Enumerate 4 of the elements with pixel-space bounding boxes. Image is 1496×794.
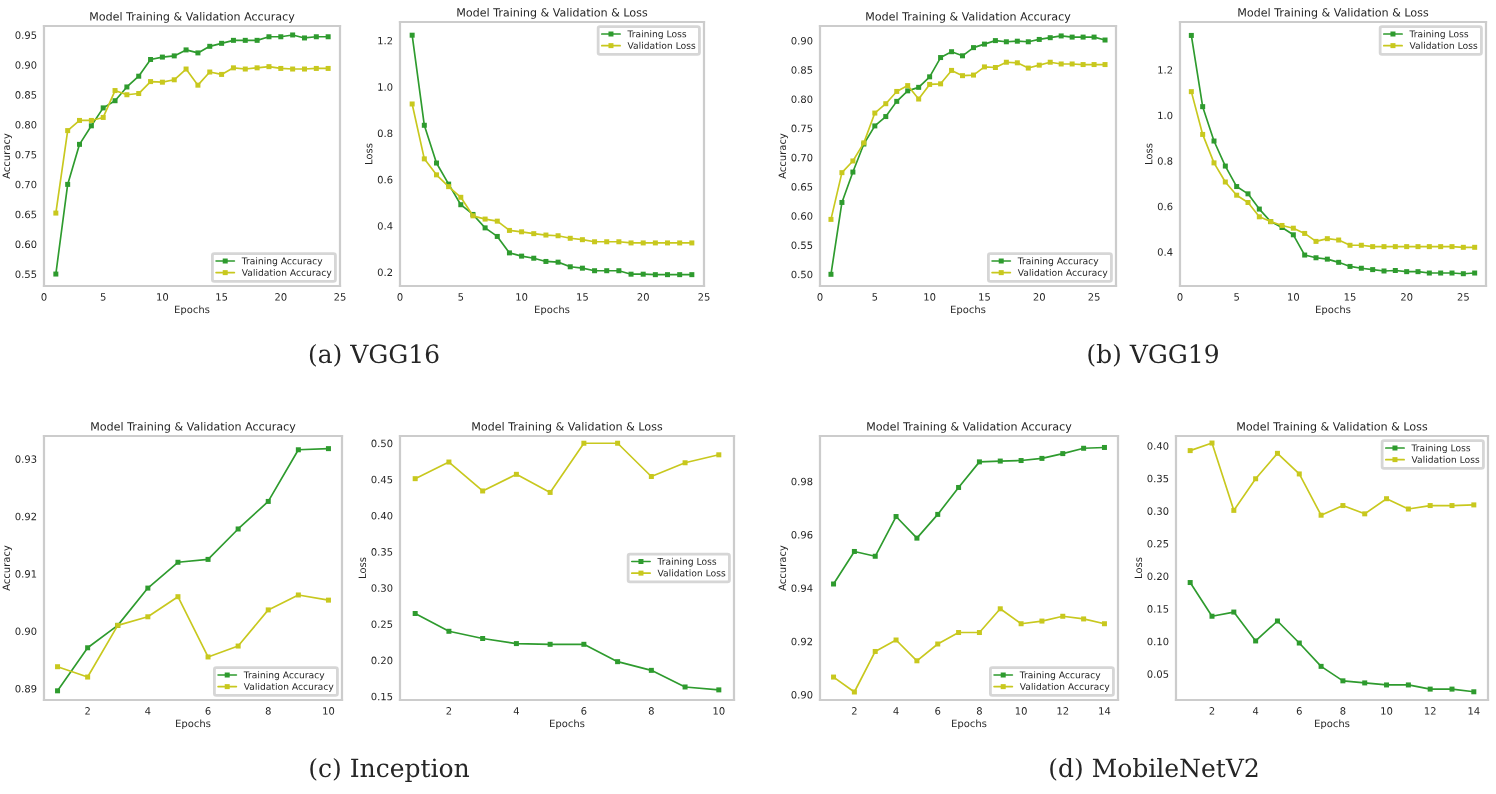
text: (d) MobileNetV2: [1050, 757, 1258, 781]
text: (c) Inception: [310, 757, 470, 783]
text: (a) VGG16: [309, 343, 439, 367]
text: (b) VGG19: [1088, 343, 1218, 367]
